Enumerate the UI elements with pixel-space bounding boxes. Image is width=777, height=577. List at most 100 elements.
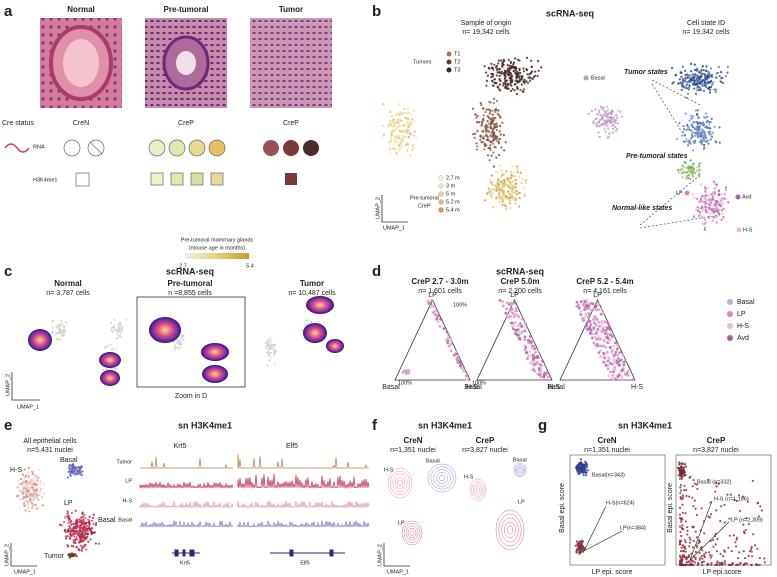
cell-dot (592, 326, 596, 330)
shape (283, 140, 299, 156)
cell-dot (678, 463, 681, 466)
cell-dot (523, 329, 527, 333)
cell-dot (708, 86, 711, 89)
cell-dot (681, 83, 684, 86)
cell-dot (25, 487, 28, 490)
cell-dot (519, 171, 522, 174)
cell-dot (691, 193, 694, 196)
cell-dot (69, 537, 72, 540)
cell-dot (695, 513, 699, 517)
cell-dot (83, 513, 86, 517)
cell-dot (23, 488, 26, 491)
cell-dot (594, 108, 597, 111)
cell-dot (427, 302, 431, 305)
cell-dot (701, 64, 705, 68)
cell-dot (177, 339, 180, 342)
cell-dot (694, 127, 697, 130)
cell-dot (173, 348, 177, 351)
cell-dot (695, 67, 699, 70)
cell-dot (583, 316, 586, 319)
cell-dot (499, 176, 502, 179)
contour (438, 474, 446, 482)
cell-dot (503, 185, 506, 188)
legend-item: 5.4 m (446, 207, 460, 213)
cell-dot (273, 352, 276, 355)
cell-dot (442, 327, 446, 330)
cell-dot (683, 484, 686, 487)
cell-dot (485, 127, 488, 130)
cell-dot (584, 324, 588, 328)
cell-dot (723, 560, 726, 563)
cell-dot (70, 544, 73, 548)
cell-dot (576, 542, 579, 546)
cell-dot (484, 199, 487, 202)
cell-dot (680, 520, 683, 524)
cell-dot (533, 369, 537, 373)
cell-dot (514, 175, 517, 178)
cell-dot (705, 84, 708, 87)
cell-dot (679, 560, 682, 563)
cell-dot (689, 538, 692, 541)
cell-dot (693, 561, 697, 564)
cell-dot (40, 495, 43, 499)
cell-dot (689, 159, 692, 162)
cell-dot (25, 503, 28, 506)
cell-dot (86, 524, 89, 528)
cell-dot (699, 211, 702, 214)
cell-dot (495, 129, 498, 132)
cell-dot (508, 193, 511, 196)
cell-dot (738, 551, 741, 554)
cell-dot (714, 204, 717, 207)
cell-dot (689, 129, 693, 132)
cell-dot (66, 510, 69, 513)
cell-dot (84, 517, 87, 520)
cell-dot (509, 321, 513, 325)
cell-dot (698, 558, 701, 561)
cell-dot (704, 77, 707, 80)
sub-title: n=1,351 nuclei (584, 447, 630, 454)
sub-title: CreP (476, 436, 495, 445)
cluster-label: LP (64, 500, 73, 507)
cell-dot (702, 136, 705, 139)
cell-dot (56, 331, 59, 335)
cell-dot (688, 139, 691, 142)
cell-dot (680, 71, 683, 74)
cell-dot (758, 563, 761, 567)
cell-dot (33, 494, 37, 497)
cell-dot (546, 375, 550, 379)
cell-dot (712, 211, 716, 214)
cell-dot (81, 511, 84, 514)
cell-dot (514, 79, 517, 82)
cell-dot (689, 177, 692, 180)
cell-dot (701, 131, 705, 134)
cell-dot (540, 66, 543, 69)
cell-dot (400, 124, 403, 127)
cell-dot (583, 471, 586, 474)
legend-item: T1 (454, 51, 460, 57)
cell-dot (600, 319, 604, 323)
panel-title: scRNA-seq (496, 266, 544, 276)
cluster-label: H-S (384, 467, 394, 473)
cell-dot (620, 374, 624, 378)
cell-dot (687, 170, 690, 173)
cell-dot (590, 309, 594, 312)
cell-dot (699, 556, 702, 560)
cell-dot (465, 377, 469, 381)
cell-dot (750, 548, 753, 551)
cell-dot (686, 81, 689, 84)
cell-dot (86, 532, 89, 536)
cell-dot (79, 529, 82, 532)
cell-dot (488, 190, 491, 194)
pct-label: 100% (453, 302, 467, 308)
cell-dot (489, 121, 493, 124)
cell-dot (29, 484, 33, 487)
cell-dot (691, 135, 694, 138)
cell-dot (500, 59, 503, 62)
cell-dot (496, 135, 499, 138)
cell-dot (381, 137, 384, 140)
cell-dot (409, 154, 412, 157)
cell-dot (456, 354, 459, 358)
cell-dot (694, 79, 697, 82)
cell-dot (489, 148, 492, 151)
cell-dot (495, 156, 498, 159)
